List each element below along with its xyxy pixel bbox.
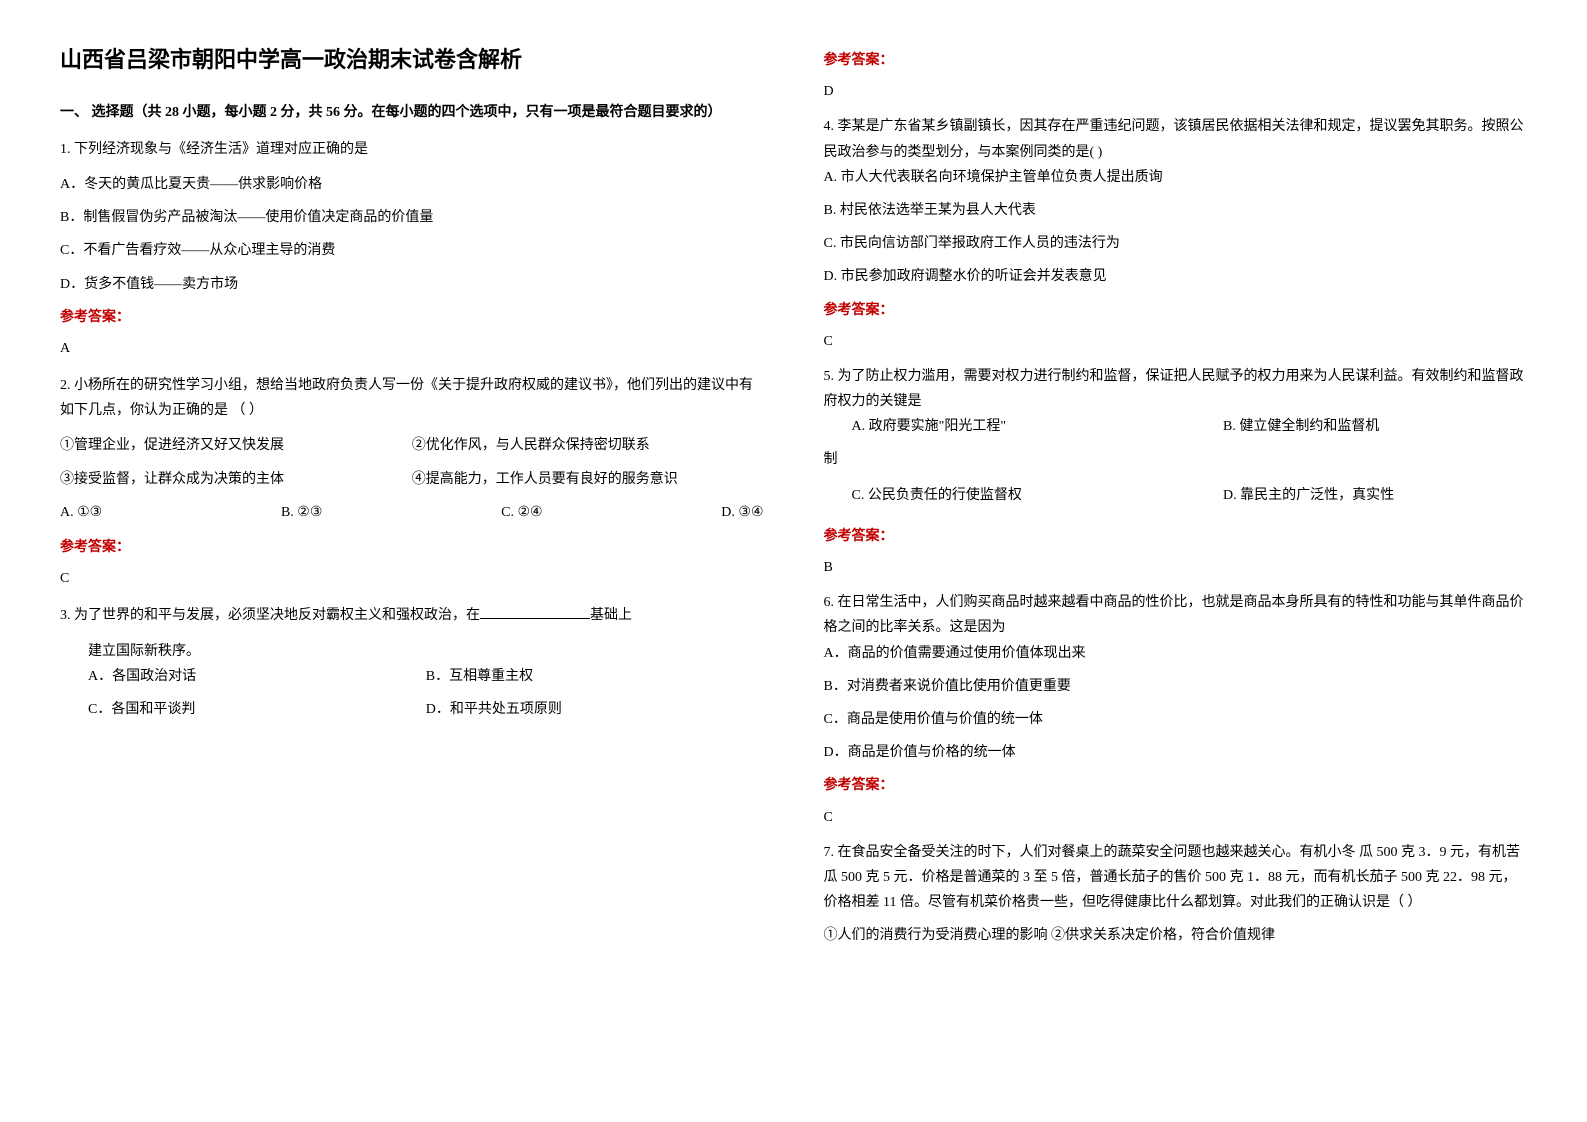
q6-answer: C bbox=[824, 805, 1528, 830]
q3-b: B．互相尊重主权 bbox=[426, 664, 533, 689]
q6-b: B．对消费者来说价值比使用价值更重要 bbox=[824, 674, 1528, 699]
q5-row2: C. 公民负责任的行使监督权 D. 靠民主的广泛性，真实性 bbox=[824, 483, 1528, 508]
q2-statements-row2: ③接受监督，让群众成为决策的主体 ④提高能力，工作人员要有良好的服务意识 bbox=[60, 467, 764, 492]
q2-d: D. ③④ bbox=[721, 500, 763, 525]
q3-stem-line2: 建立国际新秩序。 bbox=[60, 639, 764, 664]
q2-stem: 2. 小杨所在的研究性学习小组，想给当地政府负责人写一份《关于提升政府权威的建议… bbox=[60, 373, 764, 423]
q4-b: B. 村民依法选举王某为县人大代表 bbox=[824, 198, 1528, 223]
q5-c: C. 公民负责任的行使监督权 bbox=[852, 483, 1224, 508]
q3-stem: 3. 为了世界的和平与发展，必须坚决地反对霸权主义和强权政治，在 基础上 bbox=[60, 603, 764, 628]
q5-answer-label: 参考答案： bbox=[824, 524, 1528, 549]
page-container: 山西省吕梁市朝阳中学高一政治期末试卷含解析 一、 选择题（共 28 小题，每小题… bbox=[60, 40, 1527, 948]
q3-answer: D bbox=[824, 79, 1528, 104]
q1-option-a: A．冬天的黄瓜比夏天贵——供求影响价格 bbox=[60, 172, 764, 197]
q4-answer: C bbox=[824, 329, 1528, 354]
q7-s1: ①人们的消费行为受消费心理的影响 ②供求关系决定价格，符合价值规律 bbox=[824, 923, 1528, 948]
q3-blank bbox=[480, 605, 590, 619]
q4-d: D. 市民参加政府调整水价的听证会并发表意见 bbox=[824, 264, 1528, 289]
q1-answer: A bbox=[60, 336, 764, 361]
q2-s4: ④提高能力，工作人员要有良好的服务意识 bbox=[412, 467, 678, 492]
q3-a: A．各国政治对话 bbox=[88, 664, 426, 689]
q3-c: C．各国和平谈判 bbox=[88, 697, 426, 722]
q6-stem: 6. 在日常生活中，人们购买商品时越来越看中商品的性价比，也就是商品本身所具有的… bbox=[824, 590, 1528, 640]
q2-c: C. ②④ bbox=[501, 500, 542, 525]
q5-stem: 5. 为了防止权力滥用，需要对权力进行制约和监督，保证把人民赋予的权力用来为人民… bbox=[824, 364, 1528, 414]
q3-stem-part-a: 3. 为了世界的和平与发展，必须坚决地反对霸权主义和强权政治，在 bbox=[60, 608, 480, 623]
section-1-header: 一、 选择题（共 28 小题，每小题 2 分，共 56 分。在每小题的四个选项中… bbox=[60, 100, 764, 125]
q2-options-row: A. ①③ B. ②③ C. ②④ D. ③④ bbox=[60, 500, 764, 525]
q4-a: A. 市人大代表联名向环境保护主管单位负责人提出质询 bbox=[824, 165, 1528, 190]
q5-answer: B bbox=[824, 555, 1528, 580]
q4-answer-label: 参考答案： bbox=[824, 298, 1528, 323]
q3-options-row2: C．各国和平谈判 D．和平共处五项原则 bbox=[60, 697, 764, 722]
q2-statements-row1: ①管理企业，促进经济又好又快发展 ②优化作风，与人民群众保持密切联系 bbox=[60, 433, 764, 458]
q1-stem: 1. 下列经济现象与《经济生活》道理对应正确的是 bbox=[60, 137, 764, 162]
q3-stem-part-b: 基础上 bbox=[590, 608, 632, 623]
q4-c: C. 市民向信访部门举报政府工作人员的违法行为 bbox=[824, 231, 1528, 256]
q3-options-row1: A．各国政治对话 B．互相尊重主权 bbox=[60, 664, 764, 689]
q6-answer-label: 参考答案： bbox=[824, 773, 1528, 798]
q4-stem: 4. 李某是广东省某乡镇副镇长，因其存在严重违纪问题，该镇居民依据相关法律和规定… bbox=[824, 114, 1528, 164]
q1-option-c: C．不看广告看疗效——从众心理主导的消费 bbox=[60, 238, 764, 263]
q6-c: C．商品是使用价值与价值的统一体 bbox=[824, 707, 1528, 732]
q2-s3: ③接受监督，让群众成为决策的主体 bbox=[60, 467, 412, 492]
right-column: 参考答案： D 4. 李某是广东省某乡镇副镇长，因其存在严重违纪问题，该镇居民依… bbox=[824, 40, 1528, 948]
q2-s2: ②优化作风，与人民群众保持密切联系 bbox=[412, 433, 650, 458]
q5-d: D. 靠民主的广泛性，真实性 bbox=[1223, 483, 1394, 508]
q6-a: A．商品的价值需要通过使用价值体现出来 bbox=[824, 641, 1528, 666]
q2-answer-label: 参考答案： bbox=[60, 535, 764, 560]
q3-answer-label: 参考答案： bbox=[824, 48, 1528, 73]
q5-b: B. 健立健全制约和监督机 bbox=[1223, 414, 1379, 439]
q2-a: A. ①③ bbox=[60, 500, 102, 525]
q5-b-continuation: 制 bbox=[824, 447, 1528, 472]
q1-answer-label: 参考答案： bbox=[60, 305, 764, 330]
q2-b: B. ②③ bbox=[281, 500, 322, 525]
q1-option-d: D．货多不值钱——卖方市场 bbox=[60, 272, 764, 297]
left-column: 山西省吕梁市朝阳中学高一政治期末试卷含解析 一、 选择题（共 28 小题，每小题… bbox=[60, 40, 764, 948]
q2-answer: C bbox=[60, 566, 764, 591]
q1-option-b: B．制售假冒伪劣产品被淘汰——使用价值决定商品的价值量 bbox=[60, 205, 764, 230]
q3-d: D．和平共处五项原则 bbox=[426, 697, 562, 722]
q5-a: A. 政府要实施"阳光工程" bbox=[852, 414, 1224, 439]
document-title: 山西省吕梁市朝阳中学高一政治期末试卷含解析 bbox=[60, 40, 764, 80]
q6-d: D．商品是价值与价格的统一体 bbox=[824, 740, 1528, 765]
q2-s1: ①管理企业，促进经济又好又快发展 bbox=[60, 433, 412, 458]
q5-row1: A. 政府要实施"阳光工程" B. 健立健全制约和监督机 bbox=[824, 414, 1528, 439]
q7-stem: 7. 在食品安全备受关注的时下，人们对餐桌上的蔬菜安全问题也越来越关心。有机小冬… bbox=[824, 840, 1528, 916]
